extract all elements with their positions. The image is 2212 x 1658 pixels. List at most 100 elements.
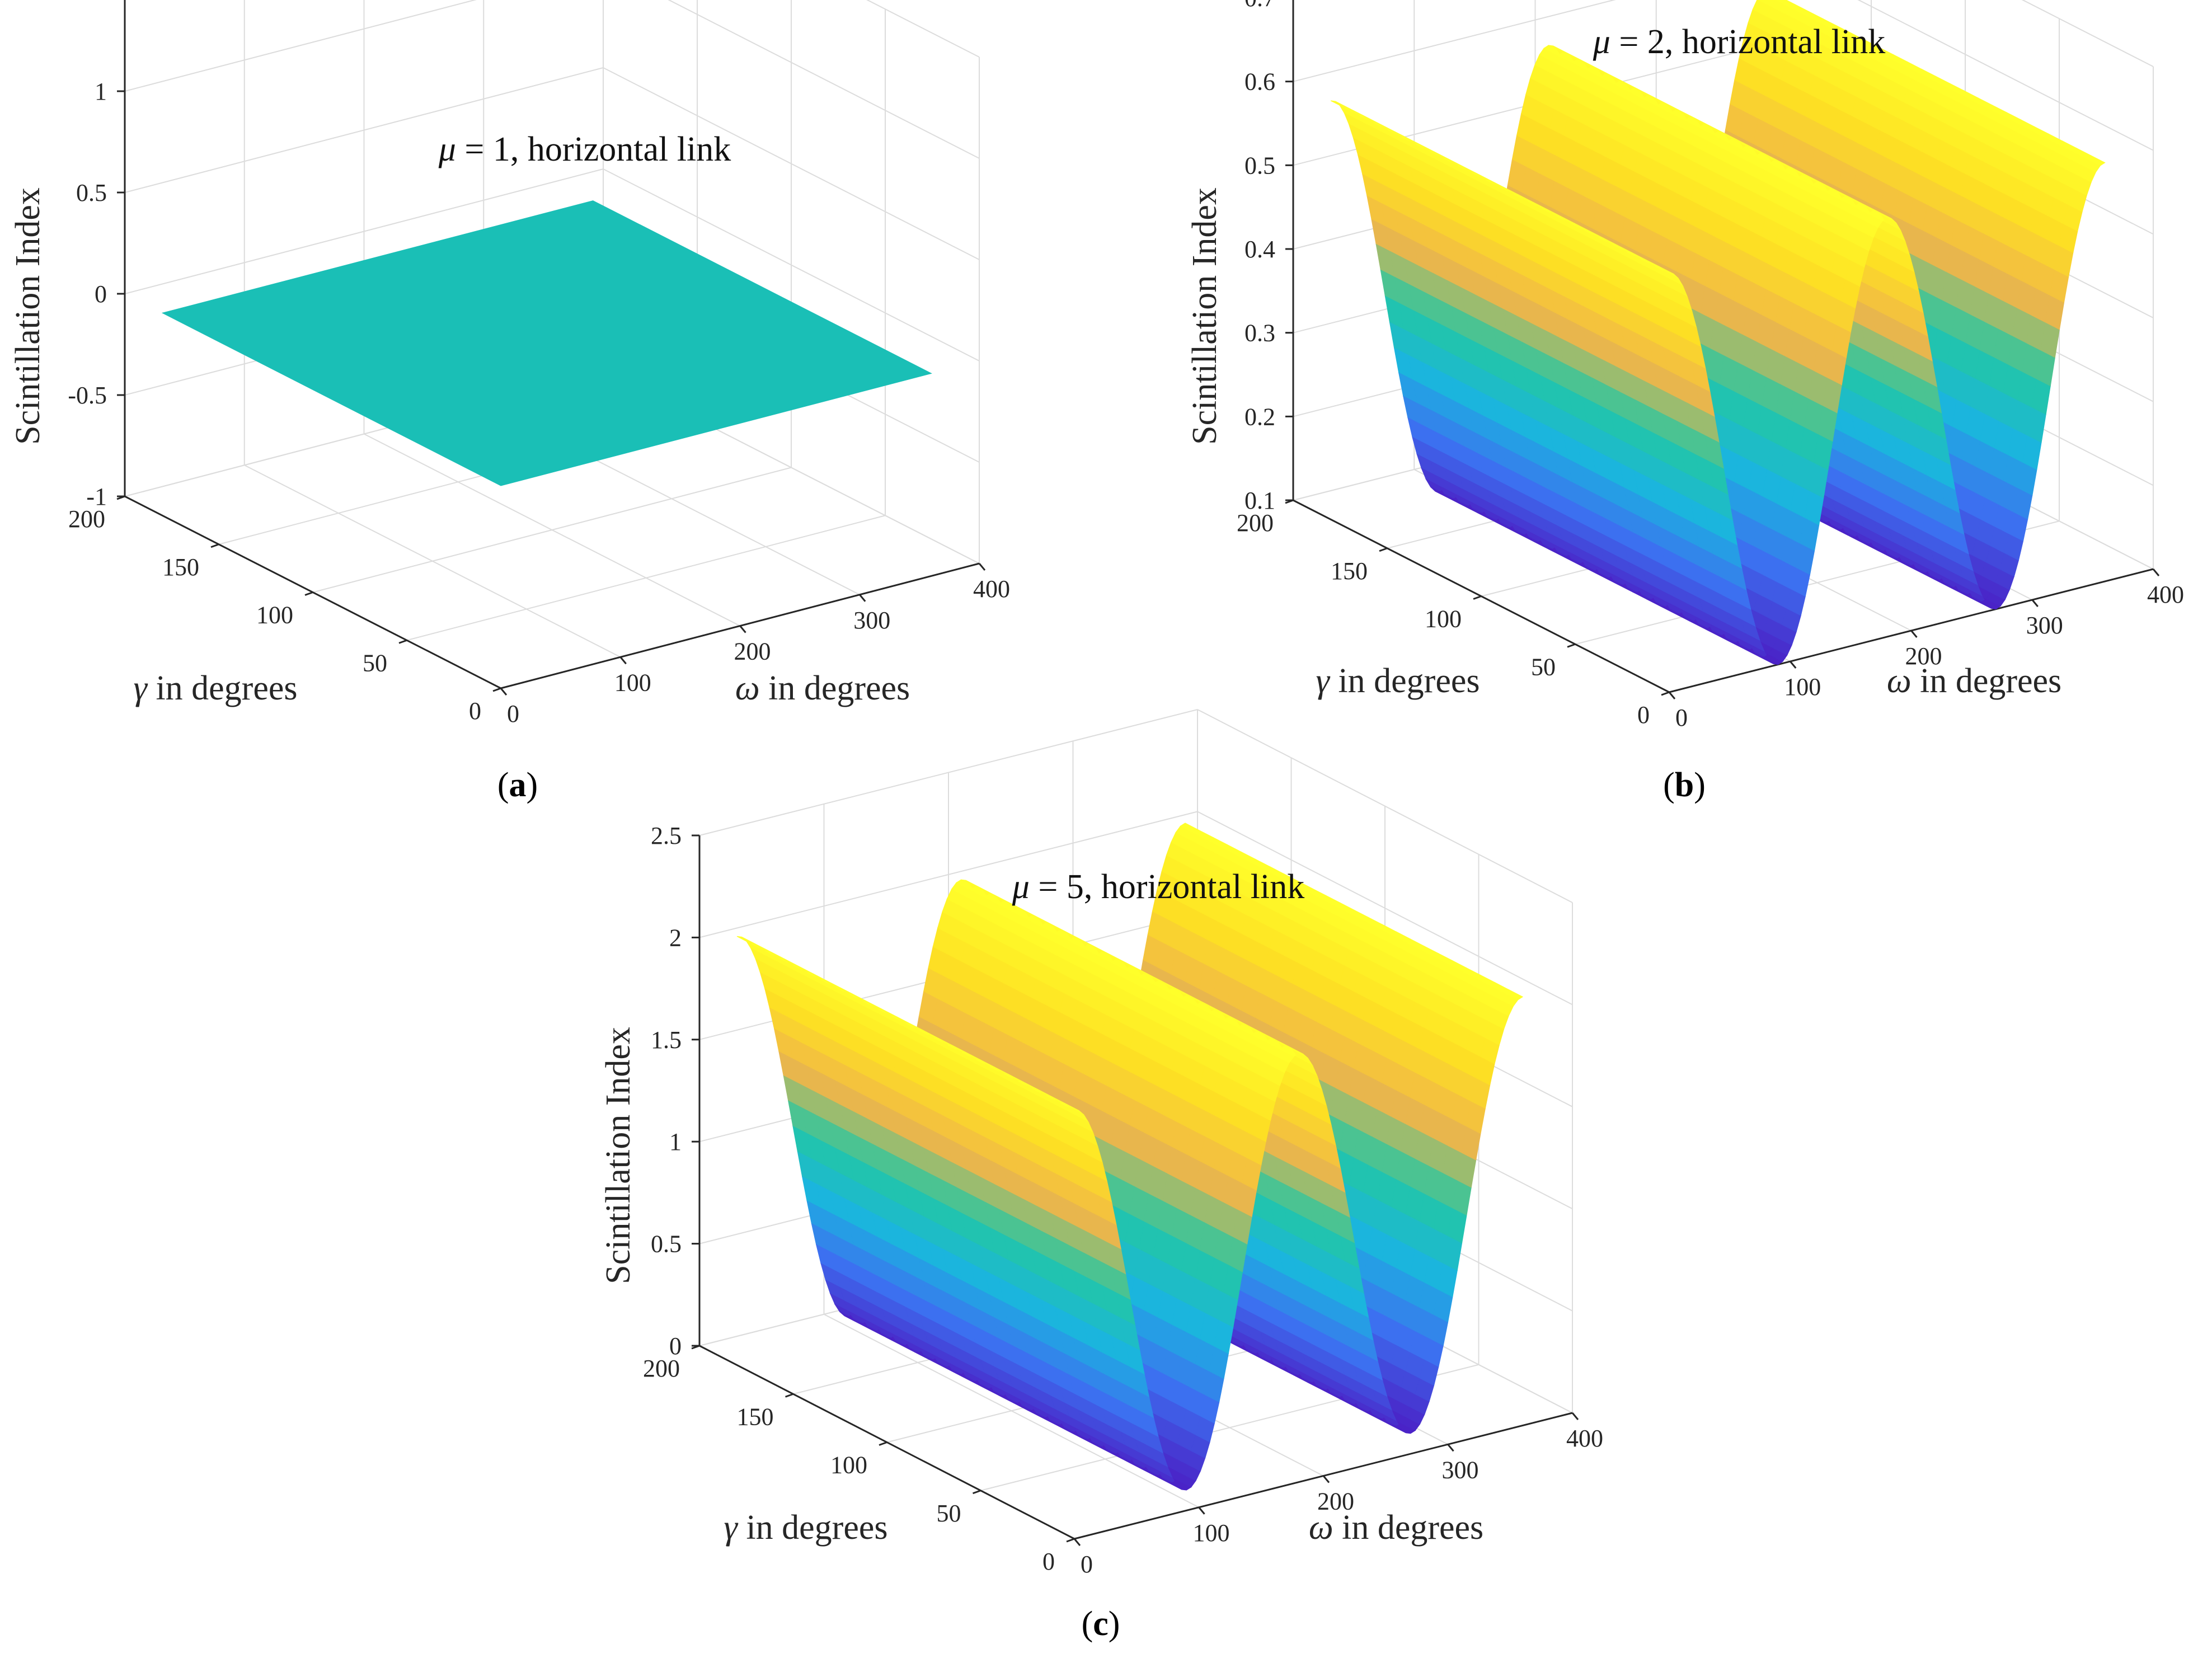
x-tick-mark: [2031, 599, 2039, 607]
y-tick-label: 150: [737, 1403, 774, 1430]
panel-a-y-axis-text: in degrees: [147, 669, 298, 707]
panel-b-z-axis-label: Scintillation Index: [1186, 187, 1224, 445]
panel-c-surface: [736, 823, 1524, 1491]
side-wall-gridline: [603, 67, 980, 260]
x-tick-mark: [1322, 1475, 1330, 1483]
x-tick-mark: [1073, 1538, 1081, 1546]
panel-a-title-symbol: μ: [438, 130, 456, 168]
y-tick-mark: [1066, 1538, 1075, 1543]
back-wall-gridline: [124, 67, 604, 193]
panel-b-x-axis-label: ω in degrees: [1887, 662, 2061, 700]
side-wall-gridline: [2021, 0, 2154, 67]
side-wall-gridline: [1857, 0, 2154, 151]
y-tick-label: 50: [363, 649, 387, 677]
y-tick-label: 0: [1637, 701, 1650, 729]
panel-c-x-axis-symbol: ω: [1309, 1509, 1333, 1547]
y-tick-label: 150: [1331, 557, 1368, 585]
panel-a-x-axis-label: ω in degrees: [735, 669, 910, 707]
x-tick-mark: [2152, 569, 2160, 576]
panel-b-caption: (b): [1663, 766, 1706, 804]
z-tick-label: 2: [669, 924, 682, 951]
z-tick-label: 0.4: [1244, 236, 1275, 263]
side-wall-gridline: [668, 0, 980, 159]
y-tick-label: 100: [1425, 605, 1462, 633]
x-tick-label: 0: [1081, 1551, 1093, 1578]
z-tick-label: 1.5: [76, 0, 107, 4]
x-tick-mark: [1910, 630, 1918, 638]
x-tick-label: 300: [853, 607, 890, 634]
panel-b-axes: [1285, 0, 2160, 699]
z-tick-label: 1.5: [651, 1026, 682, 1054]
panel-c-x-axis-label: ω in degrees: [1309, 1509, 1483, 1547]
z-tick-label: 0.2: [1244, 403, 1275, 430]
panel-b-title-text: = 2, horizontal link: [1610, 23, 1885, 61]
z-tick-label: 2.5: [651, 822, 682, 849]
x-tick-label: 100: [1784, 673, 1821, 701]
panel-c-title-text: = 5, horizontal link: [1030, 868, 1304, 906]
y-tick-mark: [492, 687, 501, 692]
panel-c-y-axis-text: in degrees: [738, 1509, 888, 1547]
y-tick-label: 0: [469, 697, 481, 725]
z-tick-label: 0: [669, 1332, 682, 1360]
x-tick-label: 300: [2026, 612, 2063, 639]
surface-patch: [161, 200, 932, 486]
y-tick-label: 0: [1042, 1548, 1055, 1575]
panel-c-caption-letter: c: [1093, 1605, 1109, 1643]
panel-c-y-axis-symbol: γ: [724, 1509, 739, 1547]
panel-b-y-axis-text: in degrees: [1330, 662, 1480, 700]
panel-a-z-axis-label: Scintillation Index: [9, 187, 47, 445]
x-tick-label: 400: [1566, 1425, 1603, 1452]
panel-b-title: μ = 2, horizontal link: [1593, 23, 1885, 61]
y-tick-label: 100: [830, 1452, 867, 1479]
x-tick-label: 0: [507, 700, 519, 727]
panel-a-caption: (a): [497, 766, 538, 804]
panel-a-x-axis-symbol: ω: [735, 669, 760, 707]
panel-c-title: μ = 5, horizontal link: [1012, 868, 1304, 906]
back-wall-gridline: [1293, 0, 1616, 82]
panel-c-caption: (c): [1082, 1605, 1120, 1643]
x-tick-label: 100: [614, 669, 651, 696]
panel-c-title-symbol: μ: [1012, 868, 1030, 906]
x-tick-mark: [859, 594, 866, 602]
panel-b-y-axis-symbol: γ: [1316, 662, 1331, 700]
panel-a-title-text: = 1, horizontal link: [456, 130, 731, 168]
y-tick-label: 50: [937, 1500, 961, 1527]
panel-a-caption-letter: a: [509, 766, 527, 804]
side-wall-gridline: [866, 0, 980, 58]
y-tick-mark: [1567, 643, 1576, 648]
z-tick-label: 1: [95, 78, 107, 105]
x-tick-mark: [1668, 692, 1676, 699]
x-tick-mark: [619, 656, 627, 665]
panel-c-x-axis-text: in degrees: [1333, 1509, 1484, 1547]
y-tick-mark: [785, 1393, 794, 1398]
panel-b-caption-letter: b: [1675, 766, 1694, 804]
z-tick-label: 0.5: [651, 1230, 682, 1258]
y-tick-mark: [1661, 691, 1670, 696]
y-tick-mark: [972, 1490, 981, 1495]
y-tick-mark: [1379, 547, 1388, 552]
panel-b-x-axis-text: in degrees: [1912, 662, 2062, 700]
panel-b-y-axis-label: γ in degrees: [1316, 662, 1480, 700]
x-tick-label: 300: [1442, 1456, 1479, 1483]
floor-gridline: [406, 515, 886, 641]
panel-b-surface: [1330, 0, 2106, 665]
z-tick-label: -0.5: [68, 382, 107, 409]
x-tick-mark: [1790, 661, 1797, 669]
y-tick-mark: [304, 591, 313, 596]
panel-a-y-axis-symbol: γ: [134, 669, 148, 707]
y-tick-mark: [1473, 595, 1482, 600]
x-tick-label: 0: [1675, 704, 1688, 731]
z-tick-label: 0.3: [1244, 320, 1275, 347]
side-wall-gridline: [603, 168, 980, 361]
z-tick-label: 0.5: [1244, 152, 1275, 179]
panel-c-y-axis-label: γ in degrees: [724, 1509, 888, 1547]
z-tick-label: 0.7: [1244, 0, 1275, 12]
y-tick-mark: [398, 639, 407, 644]
x-tick-mark: [1571, 1412, 1579, 1420]
x-tick-mark: [739, 625, 746, 633]
